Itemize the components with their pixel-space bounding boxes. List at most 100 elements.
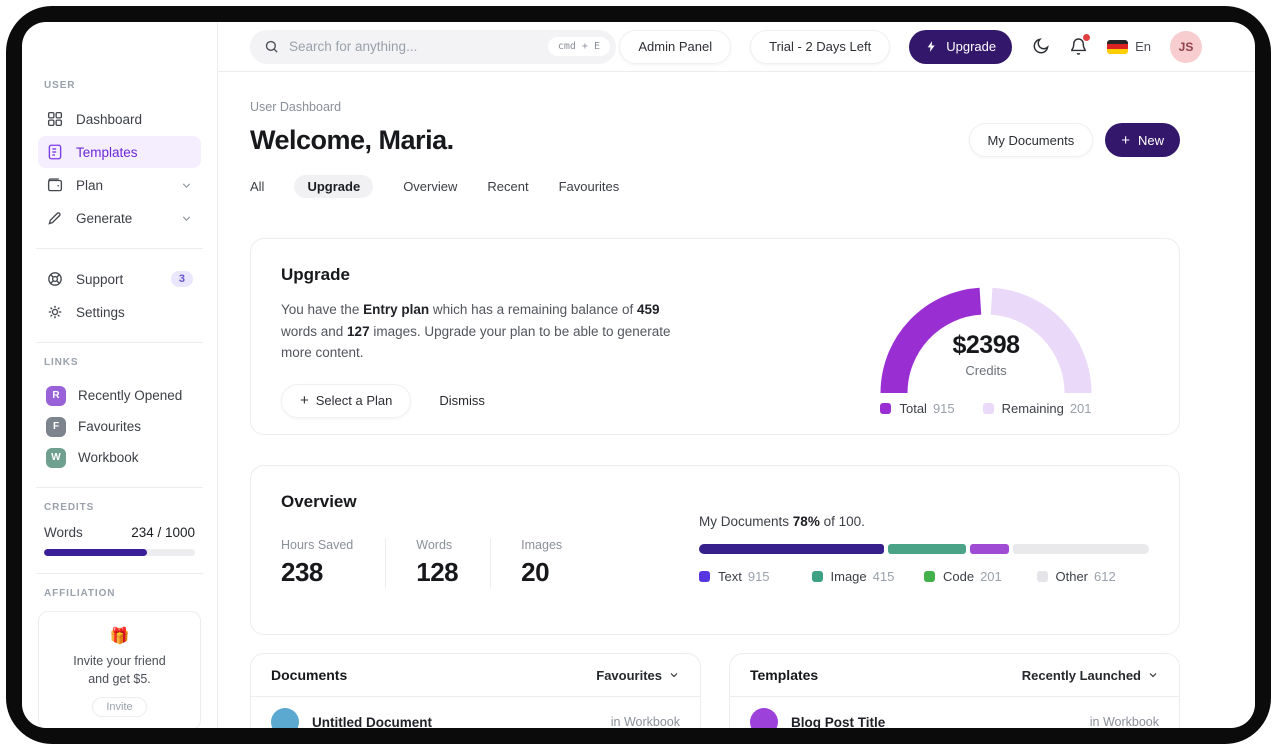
affiliation-text-line1: Invite your friend (73, 654, 166, 668)
overview-stats: Hours Saved 238 Words 128 Images 20 (281, 538, 594, 588)
documents-card-header: Documents Favourites (251, 654, 700, 697)
select-plan-button[interactable]: + Select a Plan (281, 383, 412, 418)
search-icon (265, 40, 278, 53)
tab-recent[interactable]: Recent (487, 178, 529, 194)
gauge-center: $2398 Credits (866, 331, 1106, 378)
legend-value: 612 (1094, 569, 1116, 584)
legend-item-total: Total 915 (880, 401, 955, 416)
stat-label: Images (521, 538, 563, 552)
sidebar-item-templates[interactable]: Templates (38, 136, 201, 168)
dark-mode-toggle[interactable] (1031, 37, 1050, 56)
templates-card-title: Templates (750, 667, 819, 683)
tab-favourites[interactable]: Favourites (558, 178, 620, 194)
admin-panel-button[interactable]: Admin Panel (619, 29, 732, 64)
link-initial-avatar: R (46, 385, 66, 406)
sidebar-section-user: USER (44, 80, 76, 91)
dismiss-button[interactable]: Dismiss (439, 393, 485, 409)
new-button[interactable]: + New (1105, 123, 1180, 157)
body-text: which has a remaining balance of (429, 302, 637, 317)
dashboard-content: User Dashboard Welcome, Maria. My Docume… (218, 72, 1255, 728)
moon-icon (1033, 38, 1049, 54)
gauge-label: Credits (965, 363, 1007, 378)
template-avatar (750, 708, 778, 728)
sidebar-link-label: Favourites (78, 419, 142, 434)
documents-card: Documents Favourites Untitled Document i… (250, 653, 701, 728)
documents-filter-dropdown[interactable]: Favourites (596, 668, 680, 683)
documents-progress-text: My Documents 78% of 100. (699, 514, 1149, 529)
divider (36, 487, 203, 488)
breadcrumb: User Dashboard (250, 100, 342, 114)
credits-gauge: $2398 Credits Total 915 Remaining (861, 265, 1111, 416)
my-documents-button[interactable]: My Documents (968, 123, 1094, 157)
sidebar-link-workbook[interactable]: W Workbook (38, 442, 201, 473)
trial-status-button[interactable]: Trial - 2 Days Left (750, 29, 891, 64)
sidebar-item-generate[interactable]: Generate (38, 202, 201, 234)
upgrade-card-title: Upgrade (281, 265, 350, 284)
document-location: in Workbook (610, 715, 680, 728)
sidebar-link-recently-opened[interactable]: R Recently Opened (38, 380, 201, 411)
chevron-down-icon (180, 179, 193, 192)
app-window: USER Dashboard Templates Plan (22, 22, 1255, 728)
upgrade-card-left: Upgrade You have the Entry plan which ha… (281, 265, 681, 418)
plus-icon: + (300, 392, 309, 410)
document-row[interactable]: Untitled Document in Workbook (251, 697, 700, 728)
title-actions: My Documents + New (968, 123, 1180, 157)
sidebar-item-plan[interactable]: Plan (38, 169, 201, 201)
bottom-cards-row: Documents Favourites Untitled Document i… (250, 653, 1180, 728)
upgrade-card-actions: + Select a Plan Dismiss (281, 383, 681, 418)
affiliation-card: 🎁 Invite your friend and get $5. Invite (38, 611, 201, 728)
sidebar-item-label: Generate (76, 210, 133, 226)
page-title: Welcome, Maria. (250, 124, 454, 155)
new-button-label: New (1137, 132, 1164, 148)
lightning-bolt-icon (927, 41, 935, 52)
invite-button[interactable]: Invite (92, 697, 147, 718)
template-row[interactable]: Blog Post Title in Workbook (730, 697, 1179, 728)
sidebar-item-label: Settings (76, 304, 125, 320)
tab-all[interactable]: All (250, 178, 265, 194)
sidebar-link-label: Workbook (78, 450, 139, 465)
upgrade-button[interactable]: Upgrade (909, 29, 1013, 64)
affiliation-text: Invite your friend and get $5. (49, 652, 190, 688)
sidebar-item-dashboard[interactable]: Dashboard (38, 103, 201, 135)
sidebar-item-settings[interactable]: Settings (38, 296, 201, 328)
search-bar[interactable]: cmd + E (250, 29, 616, 64)
sidebar-item-support[interactable]: Support 3 (38, 263, 201, 295)
documents-card-title: Documents (271, 667, 348, 683)
sidebar: USER Dashboard Templates Plan (22, 22, 218, 728)
legend-name: Code (943, 569, 975, 584)
legend-item-remaining: Remaining 201 (982, 401, 1092, 416)
stat-words: Words 128 (385, 538, 490, 588)
credits-value: 234 / 1000 (131, 525, 195, 540)
legend-swatch (811, 571, 823, 582)
sidebar-item-label: Support (76, 271, 124, 287)
user-avatar[interactable]: JS (1170, 30, 1202, 63)
support-count-badge: 3 (170, 271, 193, 287)
stat-images: Images 20 (490, 538, 594, 588)
credits-label: Words (44, 525, 83, 540)
gauge-value: $2398 (952, 331, 1020, 359)
document-avatar (271, 708, 299, 728)
chevron-down-icon (670, 673, 678, 678)
stat-value: 20 (521, 557, 550, 587)
tab-overview[interactable]: Overview (403, 178, 458, 194)
affiliation-text-line2: and get $5. (88, 672, 151, 687)
bell-icon (1071, 38, 1087, 55)
gear-icon (46, 303, 64, 321)
legend-item-code: Code 201 (924, 569, 1037, 584)
lifebuoy-icon (46, 270, 64, 288)
tab-upgrade[interactable]: Upgrade (294, 174, 374, 198)
words-balance: 459 (636, 302, 660, 317)
templates-filter-dropdown[interactable]: Recently Launched (1022, 668, 1159, 683)
legend-swatch (699, 571, 710, 582)
sidebar-link-label: Recently Opened (78, 388, 183, 403)
title-row: Welcome, Maria. My Documents + New (250, 122, 1180, 158)
link-initial-avatar: W (46, 447, 66, 468)
search-input[interactable] (289, 39, 548, 54)
body-text: images. Upgrade your plan to be able to … (281, 323, 671, 361)
sidebar-item-label: Dashboard (76, 111, 143, 127)
sidebar-link-favourites[interactable]: F Favourites (38, 411, 201, 442)
documents-filter-label: Favourites (596, 667, 662, 683)
language-selector[interactable]: En (1107, 39, 1151, 54)
stat-label: Words (416, 538, 453, 552)
notifications-button[interactable] (1069, 34, 1091, 56)
